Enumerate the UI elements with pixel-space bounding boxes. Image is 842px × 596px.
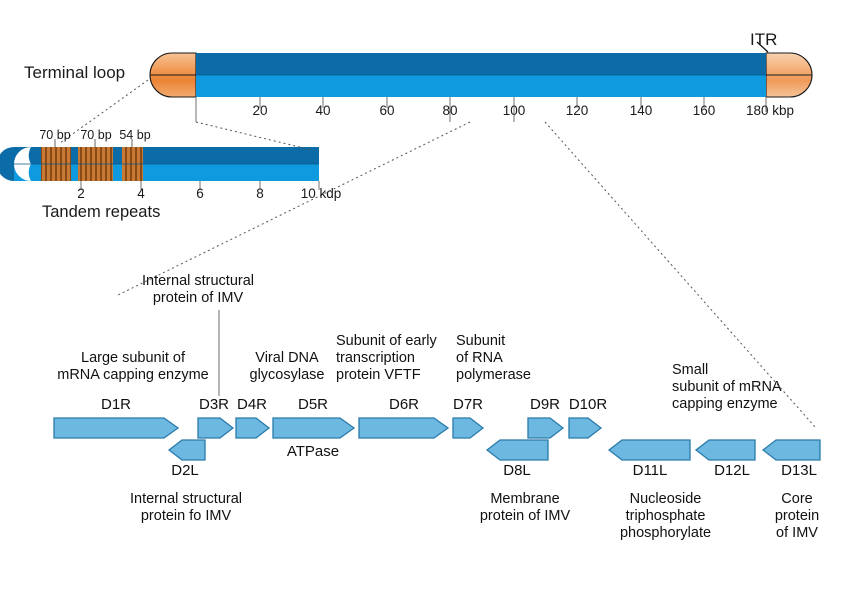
inset-tick-2: 2 [77,186,85,201]
annotation-membrane-protein-imv: Membrane protein of IMV [479,491,571,525]
gene-label-d2l: D2L [171,462,199,479]
callout-connectors [59,79,817,429]
gene-arrow-d5r[interactable] [272,417,356,439]
gene-arrow-d9r[interactable] [527,417,565,439]
gene-arrow-d4r[interactable] [235,417,271,439]
gene-arrow-group [53,417,821,461]
gene-label-d4r: D4R [236,396,267,413]
annotation-internal-structural-imv-bottom: Internal structural protein fo IMV [129,491,243,525]
genome-strand-top [196,53,766,75]
annotation-internal-structural-imv-top: Internal structural protein of IMV [141,273,255,307]
terminal-loop-label: Terminal loop [24,63,126,82]
gene-arrow-d7r[interactable] [452,417,485,439]
gene-label-d5r: D5R [297,396,328,413]
genome-tick-60: 60 [379,103,395,118]
gene-arrow-d13l[interactable] [761,439,821,461]
genome-tick-20: 20 [252,103,268,118]
gene-label-d12l: D12L [714,462,750,479]
gene-label-d8l: D8L [503,462,531,479]
gene-label-d7r: D7R [452,396,483,413]
annotation-rna-polymerase: Subunit of RNA polymerase [456,333,531,384]
inset-tick-8: 8 [256,186,264,201]
gene-arrow-d1r[interactable] [53,417,180,439]
gene-label-d13l: D13L [781,462,817,479]
inset-axis-ticks [80,181,320,190]
gene-label-d1r: D1R [100,396,131,413]
annotation-viral-dna-glycosylase: Viral DNA glycosylase [249,350,325,384]
genome-tick-120: 120 [565,103,589,118]
genome-tick-80: 80 [442,103,458,118]
repeat-label-2: 70 bp [80,128,112,142]
annotation-core-protein-imv: Core protein of IMV [774,491,820,542]
genome-tick-100: 100 [502,103,526,118]
main-genome-bar [149,41,813,122]
repeat-label-3: 54 bp [119,128,151,142]
gene-arrow-d11l[interactable] [607,439,691,461]
annotation-nucleoside-triphosphate: Nucleoside triphosphate phosphorylate [619,491,712,542]
inset-tick-4: 4 [137,186,145,201]
inset-axis-end-label: 10 kdp [300,186,342,201]
tandem-repeat-inset [0,139,320,190]
annotation-small-subunit-capping: Small subunit of mRNA capping enzyme [672,362,782,413]
gene-sublabel-atpase: ATPase [286,443,340,460]
genome-tick-140: 140 [629,103,653,118]
gene-label-d3r: D3R [198,396,229,413]
gene-label-d11l: D11L [632,462,668,479]
tandem-repeats-caption: Tandem repeats [42,203,161,221]
genome-strand-bottom [196,75,766,97]
inset-tick-6: 6 [196,186,204,201]
genome-axis-ticks [195,97,767,122]
gene-arrow-d8l[interactable] [485,439,549,461]
itr-leader-line [756,41,769,53]
repeat-leader-lines [54,139,133,147]
genome-tick-40: 40 [315,103,331,118]
gene-label-d9r: D9R [529,396,560,413]
annotation-vftf: Subunit of early transcription protein V… [336,333,437,384]
genome-tick-160: 160 [692,103,716,118]
gene-arrow-d3r[interactable] [197,417,235,439]
gene-label-d6r: D6R [388,396,419,413]
gene-arrow-d2l[interactable] [167,439,206,461]
itr-label: ITR [750,30,778,49]
genome-axis-end-label: 180 kbp [745,103,795,118]
gene-label-d10r: D10R [568,396,608,413]
gene-arrow-d10r[interactable] [568,417,603,439]
gene-arrow-d6r[interactable] [358,417,450,439]
repeat-label-1: 70 bp [39,128,71,142]
gene-arrow-d12l[interactable] [694,439,756,461]
annotation-large-subunit-capping: Large subunit of mRNA capping enzyme [57,350,209,384]
